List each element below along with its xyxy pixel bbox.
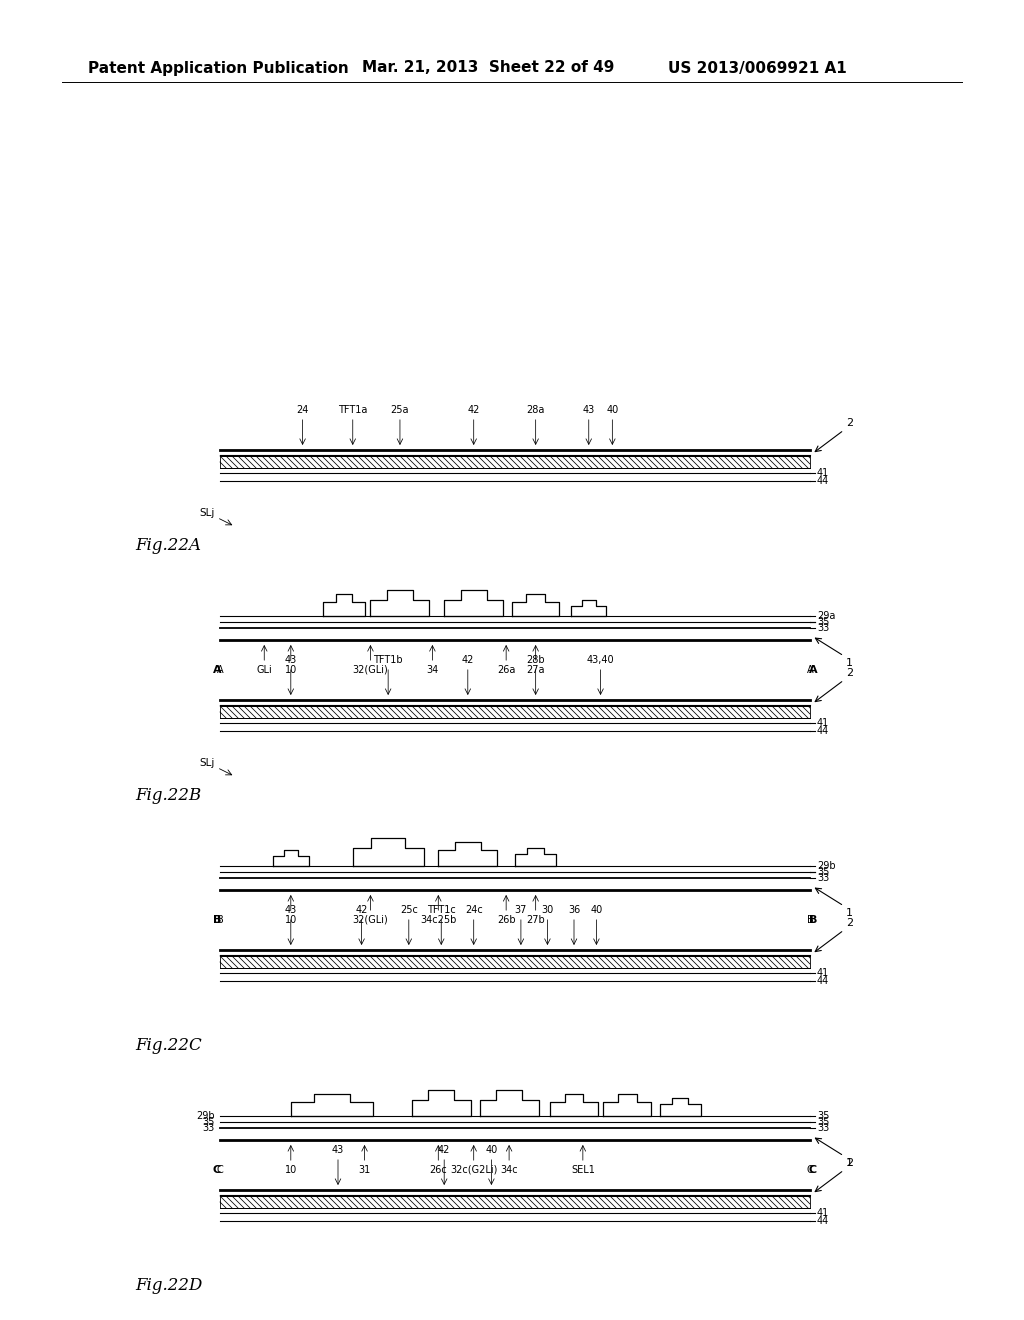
Text: 43,40: 43,40: [587, 655, 614, 665]
Text: 43: 43: [332, 1144, 344, 1155]
Text: B: B: [217, 915, 223, 925]
Text: 24: 24: [296, 405, 309, 414]
Text: 2: 2: [846, 917, 853, 928]
Text: A: A: [213, 665, 221, 675]
Bar: [220, 956, 810, 968]
Text: 43: 43: [285, 906, 297, 915]
Text: 42: 42: [462, 655, 474, 665]
Text: 33: 33: [817, 1123, 829, 1133]
Text: 30: 30: [542, 906, 554, 915]
Text: 26b: 26b: [497, 915, 515, 925]
Text: 34: 34: [426, 665, 438, 675]
Text: TFT1b: TFT1b: [374, 655, 403, 665]
Text: SLj: SLj: [200, 759, 215, 768]
Text: 44: 44: [817, 726, 829, 737]
Text: 34c25b: 34c25b: [420, 915, 457, 925]
Text: US 2013/0069921 A1: US 2013/0069921 A1: [668, 61, 847, 75]
Text: 27b: 27b: [526, 915, 545, 925]
Text: 41: 41: [817, 1208, 829, 1218]
Text: 41: 41: [817, 718, 829, 729]
Text: 35: 35: [203, 1117, 215, 1127]
Text: Fig.22B: Fig.22B: [135, 787, 202, 804]
Text: TFT1c: TFT1c: [427, 906, 456, 915]
Text: C: C: [213, 1166, 221, 1175]
Text: A: A: [809, 665, 817, 675]
Text: 2: 2: [846, 1158, 853, 1168]
Text: 41: 41: [817, 968, 829, 978]
Text: 26a: 26a: [497, 665, 515, 675]
Text: 41: 41: [817, 469, 829, 478]
Text: 31: 31: [358, 1166, 371, 1175]
Text: 24c: 24c: [465, 906, 482, 915]
Text: 35: 35: [817, 1111, 829, 1121]
Text: TFT1a: TFT1a: [338, 405, 368, 414]
Text: A: A: [217, 665, 223, 675]
Text: 28a: 28a: [526, 405, 545, 414]
Text: 44: 44: [817, 975, 829, 986]
Text: GLi: GLi: [256, 665, 272, 675]
Text: Fig.22C: Fig.22C: [135, 1036, 202, 1053]
Text: 35: 35: [817, 1117, 829, 1127]
Text: 2: 2: [846, 668, 853, 678]
Text: 36: 36: [568, 906, 581, 915]
Text: 40: 40: [606, 405, 618, 414]
Text: 35: 35: [817, 867, 829, 876]
Text: A: A: [807, 665, 813, 675]
Text: 29b: 29b: [197, 1111, 215, 1121]
Text: 37: 37: [515, 906, 527, 915]
Text: SLj: SLj: [200, 508, 215, 519]
Text: 32c(G2Li): 32c(G2Li): [450, 1166, 498, 1175]
Text: 26c: 26c: [429, 1166, 447, 1175]
Text: Mar. 21, 2013  Sheet 22 of 49: Mar. 21, 2013 Sheet 22 of 49: [362, 61, 614, 75]
Text: 40: 40: [590, 906, 602, 915]
Text: 42: 42: [468, 405, 480, 414]
Text: 25a: 25a: [391, 405, 410, 414]
Text: 10: 10: [285, 665, 297, 675]
Text: Patent Application Publication: Patent Application Publication: [88, 61, 349, 75]
Text: B: B: [213, 915, 221, 925]
Text: 1: 1: [846, 1158, 853, 1168]
Text: C: C: [217, 1166, 223, 1175]
Bar: [220, 455, 810, 469]
Text: 1: 1: [846, 657, 853, 668]
Text: 42: 42: [355, 906, 368, 915]
Text: 43: 43: [285, 655, 297, 665]
Text: B: B: [807, 915, 813, 925]
Text: 43: 43: [583, 405, 595, 414]
Text: 33: 33: [817, 623, 829, 634]
Text: 28b: 28b: [526, 655, 545, 665]
Bar: [220, 1196, 810, 1208]
Text: 33: 33: [817, 873, 829, 883]
Text: 44: 44: [817, 477, 829, 486]
Text: 35: 35: [817, 616, 829, 627]
Text: 40: 40: [485, 1144, 498, 1155]
Bar: [220, 706, 810, 718]
Text: 25c: 25c: [399, 906, 418, 915]
Text: 27a: 27a: [526, 665, 545, 675]
Text: Fig.22A: Fig.22A: [135, 536, 201, 553]
Text: SEL1: SEL1: [571, 1166, 595, 1175]
Text: B: B: [809, 915, 817, 925]
Text: 33: 33: [203, 1123, 215, 1133]
Text: 1: 1: [846, 908, 853, 917]
Text: 32(GLi): 32(GLi): [352, 915, 388, 925]
Text: 42: 42: [438, 1144, 451, 1155]
Text: 2: 2: [846, 418, 853, 428]
Text: C: C: [809, 1166, 817, 1175]
Text: C: C: [807, 1166, 813, 1175]
Text: 44: 44: [817, 1216, 829, 1226]
Text: Fig.22D: Fig.22D: [135, 1276, 203, 1294]
Text: 32(GLi): 32(GLi): [352, 665, 388, 675]
Text: 34c: 34c: [501, 1166, 518, 1175]
Text: 29a: 29a: [817, 611, 836, 620]
Text: 10: 10: [285, 1166, 297, 1175]
Text: 29b: 29b: [817, 861, 836, 871]
Text: 10: 10: [285, 915, 297, 925]
